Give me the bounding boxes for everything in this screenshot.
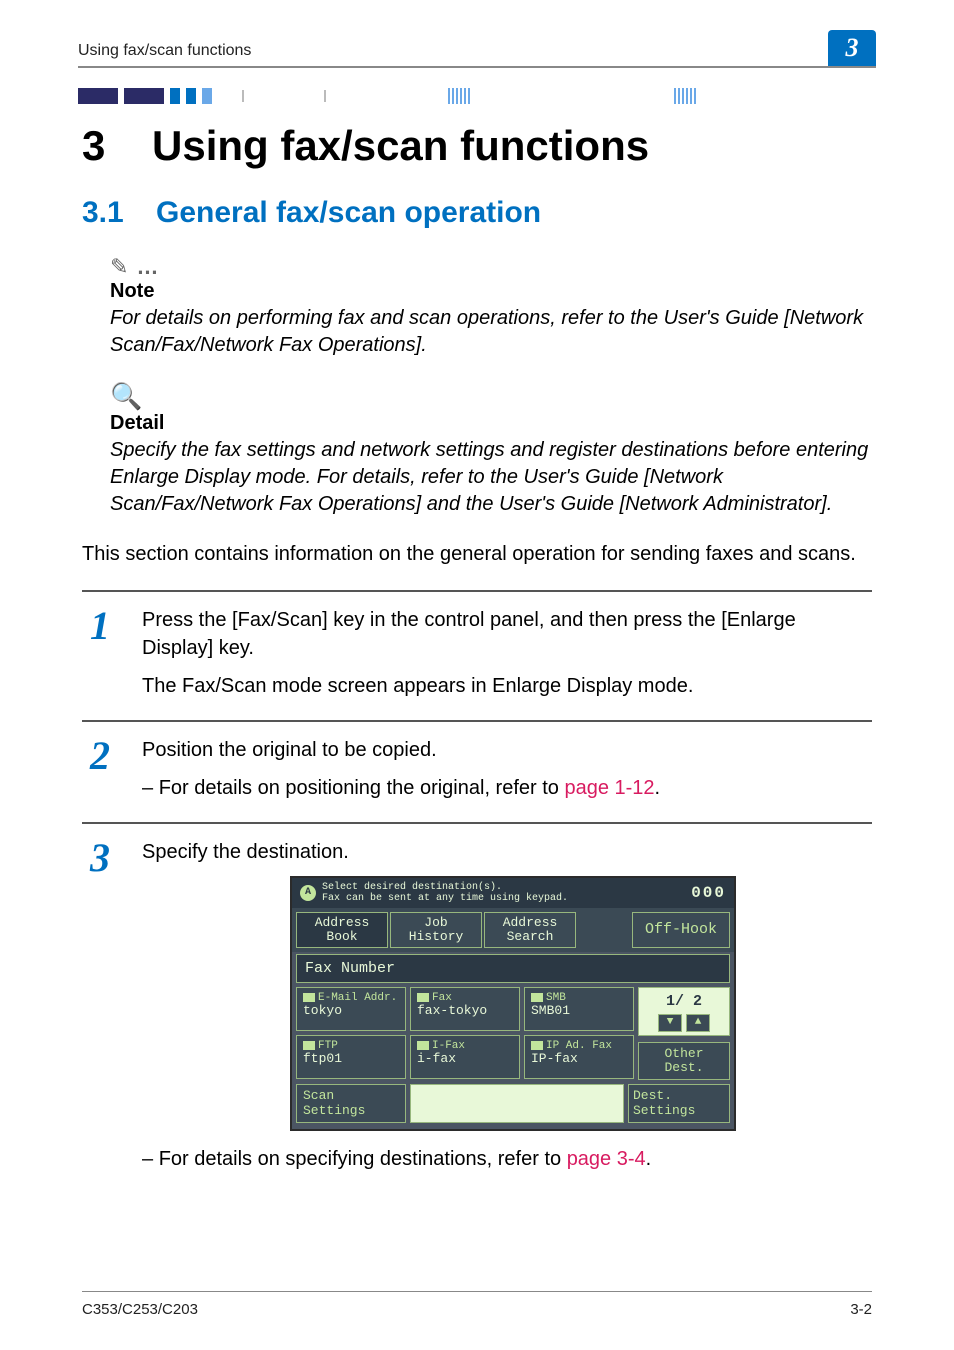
- step-2: 2 Position the original to be copied. Fo…: [82, 736, 872, 812]
- fax-number-field[interactable]: Fax Number: [296, 954, 730, 983]
- scan-settings-button[interactable]: Scan Settings: [296, 1084, 406, 1123]
- step-1-text-2: The Fax/Scan mode screen appears in Enla…: [142, 672, 872, 700]
- chapter-heading: 3Using fax/scan functions: [82, 122, 872, 170]
- smb-icon: [531, 993, 543, 1002]
- chapter-title: Using fax/scan functions: [152, 122, 649, 169]
- dest-fax[interactable]: Fax fax-tokyo: [410, 987, 520, 1031]
- intro-text: This section contains information on the…: [82, 540, 872, 568]
- lcd-blank-area: [410, 1084, 624, 1123]
- step-1-text-1: Press the [Fax/Scan] key in the control …: [142, 606, 872, 662]
- page-link[interactable]: page 1-12: [564, 777, 654, 799]
- header-rule: [78, 66, 876, 68]
- step-3-sub-prefix: For details on specifying destinations, …: [159, 1148, 567, 1170]
- step-number: 1: [82, 606, 118, 710]
- dest-ftp[interactable]: FTP ftp01: [296, 1035, 406, 1079]
- lcd-msg-1: Select desired destination(s).: [322, 882, 502, 893]
- detail-body: Specify the fax settings and network set…: [110, 437, 872, 518]
- footer-page: 3-2: [850, 1301, 872, 1318]
- footer-model: C353/C253/C203: [82, 1301, 198, 1318]
- mail-icon: [303, 993, 315, 1002]
- step-2-sub-prefix: For details on positioning the original,…: [159, 777, 565, 799]
- ipfax-icon: [531, 1041, 543, 1050]
- off-hook-button[interactable]: Off-Hook: [632, 912, 730, 947]
- enlarge-icon: A: [300, 885, 316, 901]
- lcd-msg-2: Fax can be sent at any time using keypad…: [322, 893, 568, 904]
- detail-icon: 🔍: [110, 381, 872, 412]
- chapter-number: 3: [82, 122, 152, 170]
- step-3: 3 Specify the destination. A Select desi…: [82, 838, 872, 1183]
- step-2-text: Position the original to be copied.: [142, 736, 872, 764]
- chapter-badge: 3: [828, 30, 876, 66]
- lcd-top-bar: A Select desired destination(s). Fax can…: [292, 878, 734, 908]
- note-body: For details on performing fax and scan o…: [110, 305, 872, 359]
- detail-block: 🔍 Detail Specify the fax settings and ne…: [110, 381, 872, 518]
- dest-settings-button[interactable]: Dest. Settings: [628, 1084, 730, 1123]
- note-block: ✎ Note For details on performing fax and…: [110, 254, 872, 359]
- ifax-icon: [417, 1041, 429, 1050]
- section-number: 3.1: [82, 196, 156, 230]
- detail-label: Detail: [110, 412, 872, 435]
- step-number: 2: [82, 736, 118, 812]
- page-indicator: 1/ 2 ▼ ▲: [638, 987, 730, 1036]
- footer-rule: [82, 1291, 872, 1292]
- page-down-button[interactable]: ▼: [658, 1014, 682, 1032]
- tab-address-search[interactable]: AddressSearch: [484, 912, 576, 947]
- section-title: General fax/scan operation: [156, 196, 541, 229]
- page-up-button[interactable]: ▲: [686, 1014, 710, 1032]
- step-separator: [82, 590, 872, 592]
- note-icon: ✎: [110, 254, 872, 280]
- step-separator: [82, 720, 872, 722]
- note-label: Note: [110, 280, 872, 303]
- page-link[interactable]: page 3-4: [567, 1148, 646, 1170]
- step-3-sub: For details on specifying destinations, …: [142, 1145, 872, 1173]
- step-2-sub: For details on positioning the original,…: [142, 774, 872, 802]
- dest-ipfax[interactable]: IP Ad. Fax IP-fax: [524, 1035, 634, 1079]
- running-header: Using fax/scan functions: [78, 42, 251, 66]
- step-3-sub-suffix: .: [646, 1148, 652, 1170]
- dest-email[interactable]: E-Mail Addr. tokyo: [296, 987, 406, 1031]
- step-1: 1 Press the [Fax/Scan] key in the contro…: [82, 606, 872, 710]
- fax-icon: [417, 993, 429, 1002]
- ftp-icon: [303, 1041, 315, 1050]
- step-3-text: Specify the destination.: [142, 838, 872, 866]
- dest-smb[interactable]: SMB SMB01: [524, 987, 634, 1031]
- dest-ifax[interactable]: I-Fax i-fax: [410, 1035, 520, 1079]
- tab-job-history[interactable]: JobHistory: [390, 912, 482, 947]
- decorative-bar: [78, 88, 954, 104]
- other-dest-button[interactable]: Other Dest.: [638, 1042, 730, 1081]
- step-number: 3: [82, 838, 118, 1183]
- tab-address-book[interactable]: AddressBook: [296, 912, 388, 947]
- section-heading: 3.1General fax/scan operation: [82, 196, 872, 230]
- step-2-sub-suffix: .: [655, 777, 661, 799]
- step-separator: [82, 822, 872, 824]
- lcd-panel: A Select desired destination(s). Fax can…: [290, 876, 736, 1131]
- lcd-counter: 000: [691, 882, 726, 904]
